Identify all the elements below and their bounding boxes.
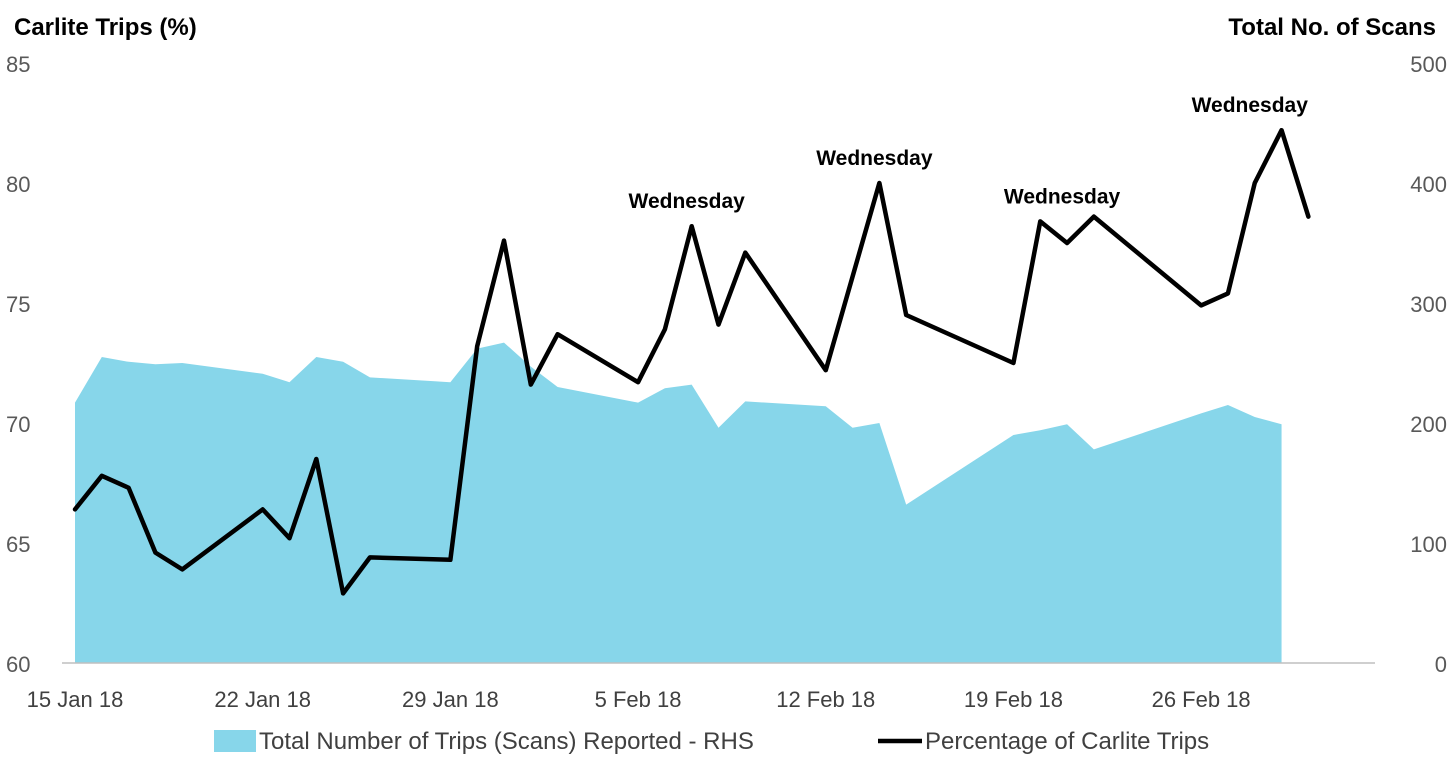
x-tick-label: 12 Feb 18	[776, 687, 875, 712]
wednesday-annotation: Wednesday	[816, 147, 933, 170]
x-tick-label: 5 Feb 18	[595, 687, 682, 712]
right-axis-title: Total No. of Scans	[1228, 14, 1436, 41]
legend: Total Number of Trips (Scans) Reported -…	[214, 728, 1209, 755]
scans-area-layer	[75, 342, 1282, 663]
scans-area	[75, 342, 1282, 663]
left-tick-label: 65	[6, 532, 30, 557]
right-tick-label: 400	[1410, 172, 1447, 197]
right-tick-label: 100	[1410, 532, 1447, 557]
wednesday-annotation: Wednesday	[1192, 94, 1309, 117]
x-tick-label: 29 Jan 18	[402, 687, 499, 712]
wednesday-annotation: Wednesday	[629, 190, 746, 213]
left-tick-label: 75	[6, 292, 30, 317]
left-axis-title: Carlite Trips (%)	[14, 14, 197, 41]
legend-area-label: Total Number of Trips (Scans) Reported -…	[259, 728, 754, 755]
x-tick-label: 15 Jan 18	[27, 687, 124, 712]
left-tick-label: 70	[6, 412, 30, 437]
legend-line-label: Percentage of Carlite Trips	[925, 728, 1209, 755]
right-tick-label: 500	[1410, 52, 1447, 77]
annotations: Wednesday Wednesday Wednesday Wednesday	[629, 94, 1309, 213]
right-tick-label: 0	[1435, 652, 1447, 677]
x-tick-label: 22 Jan 18	[214, 687, 311, 712]
right-tick-label: 200	[1410, 412, 1447, 437]
carlite-line-layer	[72, 127, 1311, 596]
left-tick-label: 80	[6, 172, 30, 197]
left-tick-label: 85	[6, 52, 30, 77]
wednesday-annotation: Wednesday	[1004, 185, 1121, 208]
x-tick-label: 19 Feb 18	[964, 687, 1063, 712]
carlite-percentage-line	[72, 127, 1311, 596]
right-tick-label: 300	[1410, 292, 1447, 317]
left-tick-label: 60	[6, 652, 30, 677]
legend-area-swatch	[214, 730, 256, 752]
x-tick-label: 26 Feb 18	[1152, 687, 1251, 712]
tick-labels: 60 65 70 75 80 85 0 100 200 300 400 500 15 Jan 18 22 …	[6, 52, 1447, 712]
